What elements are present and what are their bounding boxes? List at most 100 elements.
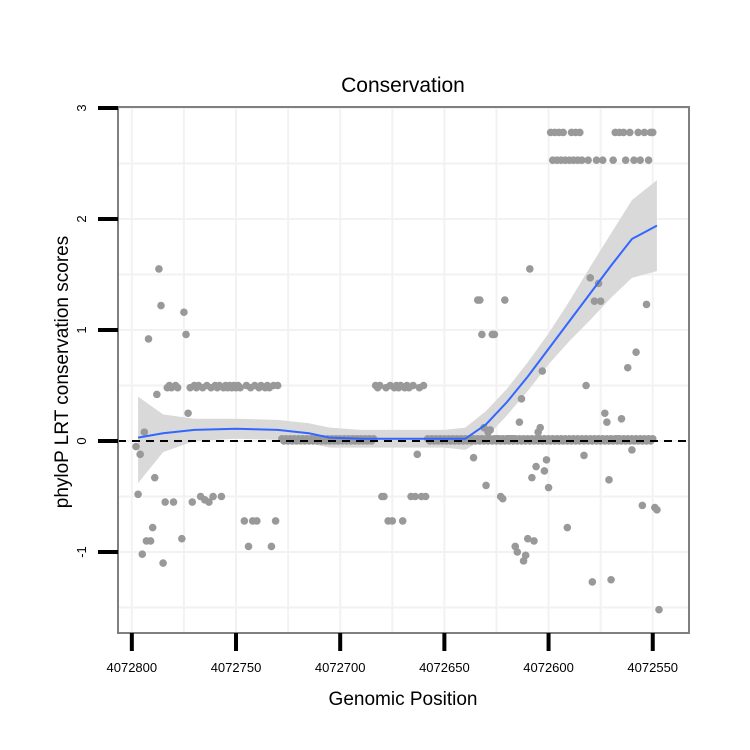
data-point xyxy=(536,423,545,432)
data-point xyxy=(476,296,484,304)
x-tick-label: 4072700 xyxy=(315,660,366,675)
x-tick-label: 4072550 xyxy=(627,660,678,675)
panel-border xyxy=(117,106,690,634)
data-point xyxy=(630,156,638,164)
chart-title: Conservation xyxy=(341,74,465,97)
data-point xyxy=(217,492,226,501)
data-point xyxy=(590,297,599,305)
data-point xyxy=(273,381,282,390)
data-point xyxy=(634,128,642,137)
data-point xyxy=(632,348,640,357)
data-point xyxy=(513,548,522,556)
data-point xyxy=(576,128,584,137)
data-point xyxy=(490,330,499,339)
smooth-line xyxy=(137,224,658,440)
x-tick-label: 4072650 xyxy=(419,660,470,675)
y-axis: -1 0 1 2 3 xyxy=(74,104,118,558)
data-point xyxy=(559,128,567,137)
data-point xyxy=(607,575,615,584)
data-point xyxy=(640,128,649,137)
data-point xyxy=(603,418,611,426)
data-point xyxy=(623,363,632,372)
data-point xyxy=(609,156,617,164)
data-point xyxy=(134,490,142,499)
data-point xyxy=(601,409,609,418)
y-tick-label: -1 xyxy=(74,546,89,558)
data-point xyxy=(530,537,538,545)
points-layer xyxy=(132,128,663,614)
data-point xyxy=(244,542,253,551)
data-point xyxy=(588,578,597,586)
data-point xyxy=(582,381,590,390)
x-axis-title: Genomic Position xyxy=(329,689,478,710)
data-point xyxy=(563,523,572,532)
data-point xyxy=(619,128,628,137)
data-point xyxy=(544,483,553,492)
data-point xyxy=(375,381,384,390)
data-point xyxy=(523,534,532,543)
data-point xyxy=(482,481,490,490)
data-point xyxy=(498,494,507,503)
data-point xyxy=(636,156,645,164)
confidence-ribbon xyxy=(138,180,657,484)
data-point xyxy=(184,409,192,418)
data-point xyxy=(155,265,163,273)
data-point xyxy=(638,501,647,510)
data-point xyxy=(409,381,417,390)
data-point xyxy=(267,542,276,551)
data-point xyxy=(413,450,422,459)
data-point xyxy=(501,296,509,304)
data-point xyxy=(150,473,159,482)
data-point xyxy=(140,428,149,436)
y-tick-label: 1 xyxy=(74,326,89,333)
data-point xyxy=(644,156,653,164)
x-axis: 4072800 4072750 4072700 4072650 4072600 40725… xyxy=(107,633,678,675)
data-point xyxy=(159,559,167,567)
data-point xyxy=(526,265,534,273)
data-point xyxy=(648,128,657,137)
data-point xyxy=(421,492,430,501)
data-point xyxy=(182,330,190,339)
data-point xyxy=(138,550,147,559)
data-point xyxy=(642,300,651,309)
data-point xyxy=(205,498,213,506)
data-point xyxy=(148,523,157,532)
data-point xyxy=(178,534,186,543)
data-point xyxy=(538,367,547,375)
data-point xyxy=(419,381,428,390)
data-point xyxy=(517,395,526,403)
data-point xyxy=(528,473,536,482)
data-point xyxy=(253,517,261,525)
data-point xyxy=(388,517,397,525)
y-tick-label: 2 xyxy=(74,215,89,222)
data-point xyxy=(621,156,630,164)
grid-layer xyxy=(118,107,689,633)
data-point xyxy=(180,308,188,317)
data-point xyxy=(540,467,549,475)
data-point xyxy=(584,156,592,164)
data-point xyxy=(411,492,420,501)
x-tick-label: 4072600 xyxy=(523,660,574,675)
data-point xyxy=(617,415,626,423)
x-tick-label: 4072750 xyxy=(211,660,262,675)
data-point xyxy=(628,446,636,454)
data-point xyxy=(146,537,155,545)
data-point xyxy=(478,330,486,339)
data-point xyxy=(605,476,613,484)
data-point xyxy=(209,492,217,501)
data-point xyxy=(532,462,540,471)
data-point xyxy=(586,274,595,282)
data-point xyxy=(653,506,661,514)
data-point xyxy=(153,390,161,399)
data-point xyxy=(380,492,388,501)
y-tick-label: 0 xyxy=(74,437,89,444)
data-point xyxy=(542,456,551,464)
y-axis-title: phyloP LRT conservation scores xyxy=(52,236,73,509)
data-point xyxy=(157,301,165,310)
data-point xyxy=(486,426,495,434)
data-point xyxy=(598,156,607,164)
data-point xyxy=(144,335,153,343)
data-point xyxy=(132,442,140,451)
x-tick-label: 4072800 xyxy=(107,660,158,675)
data-point xyxy=(188,498,197,506)
